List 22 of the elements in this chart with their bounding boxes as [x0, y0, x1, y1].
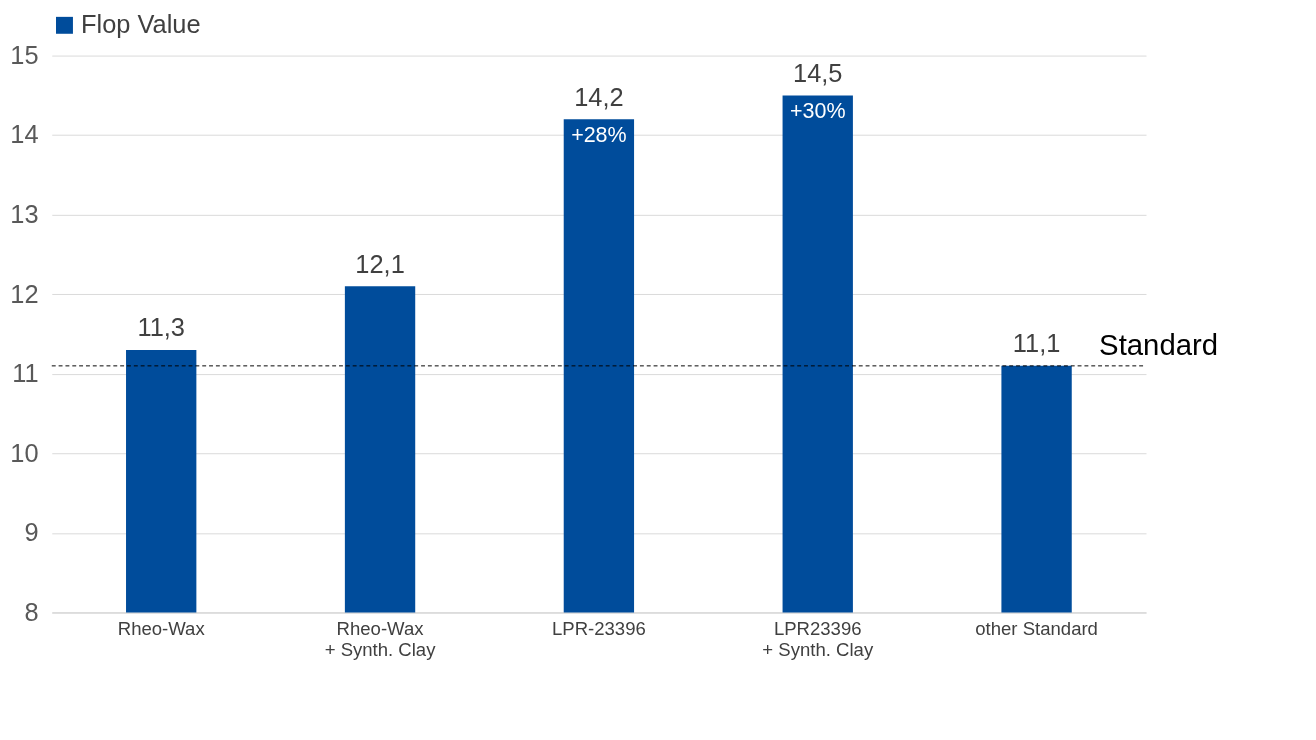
x-tick-label: Rheo-Wax + Synth. Clay [324, 618, 437, 660]
y-tick-label: 14 [10, 120, 39, 149]
x-tick-label: LPR23396 + Synth. Clay [762, 618, 874, 660]
y-tick-label: 13 [10, 200, 39, 229]
data-label: 14,2 [574, 82, 624, 111]
data-label: 14,5 [793, 58, 843, 87]
y-tick-label: 10 [10, 438, 39, 467]
y-tick-label: 9 [24, 518, 39, 547]
y-tick-label: 8 [24, 597, 39, 626]
data-label: 11,1 [1012, 329, 1061, 358]
x-tick-label: other Standard [975, 618, 1098, 640]
ref-line-label: Standard [1099, 328, 1219, 362]
data-label: 11,3 [137, 313, 185, 342]
legend-label: Flop Value [81, 10, 201, 39]
data-label: 12,1 [355, 249, 405, 278]
y-tick-label: 12 [10, 279, 39, 308]
x-tick-label: Rheo-Wax [117, 618, 206, 640]
annotation: +30% [789, 98, 846, 123]
x-tick-label: LPR-23396 [551, 618, 646, 640]
annotation: +28% [571, 122, 627, 147]
y-tick-label: 11 [12, 359, 39, 388]
y-tick-label: 15 [10, 40, 39, 69]
